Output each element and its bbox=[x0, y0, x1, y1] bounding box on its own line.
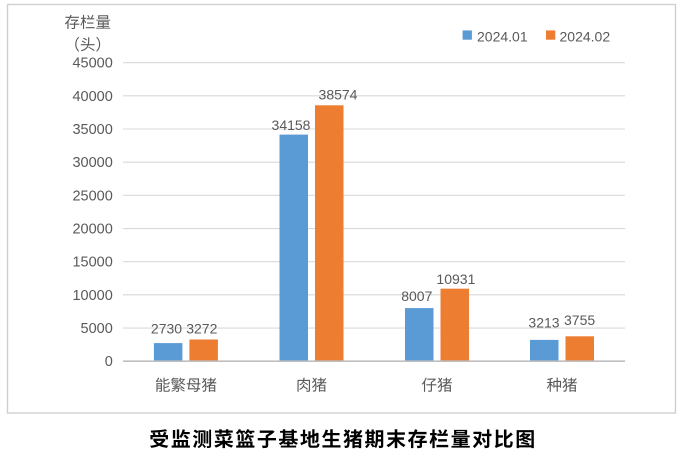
svg-text:0: 0 bbox=[105, 354, 113, 370]
svg-text:10931: 10931 bbox=[436, 271, 475, 287]
svg-text:3755: 3755 bbox=[564, 312, 595, 328]
svg-text:15000: 15000 bbox=[72, 255, 112, 271]
svg-text:3272: 3272 bbox=[186, 321, 217, 337]
svg-text:3213: 3213 bbox=[528, 315, 559, 331]
svg-text:35000: 35000 bbox=[72, 122, 112, 138]
svg-text:2024.01: 2024.01 bbox=[477, 29, 528, 45]
svg-text:38574: 38574 bbox=[319, 86, 358, 102]
svg-text:5000: 5000 bbox=[81, 321, 113, 337]
svg-text:25000: 25000 bbox=[72, 188, 112, 204]
svg-text:40000: 40000 bbox=[72, 89, 112, 105]
svg-text:20000: 20000 bbox=[72, 222, 112, 238]
svg-text:10000: 10000 bbox=[72, 288, 112, 304]
svg-text:45000: 45000 bbox=[72, 56, 112, 72]
svg-text:8007: 8007 bbox=[401, 288, 432, 304]
svg-text:2024.02: 2024.02 bbox=[560, 29, 611, 45]
svg-text:34158: 34158 bbox=[272, 117, 311, 133]
svg-text:30000: 30000 bbox=[72, 155, 112, 171]
svg-text:2730: 2730 bbox=[151, 321, 182, 337]
